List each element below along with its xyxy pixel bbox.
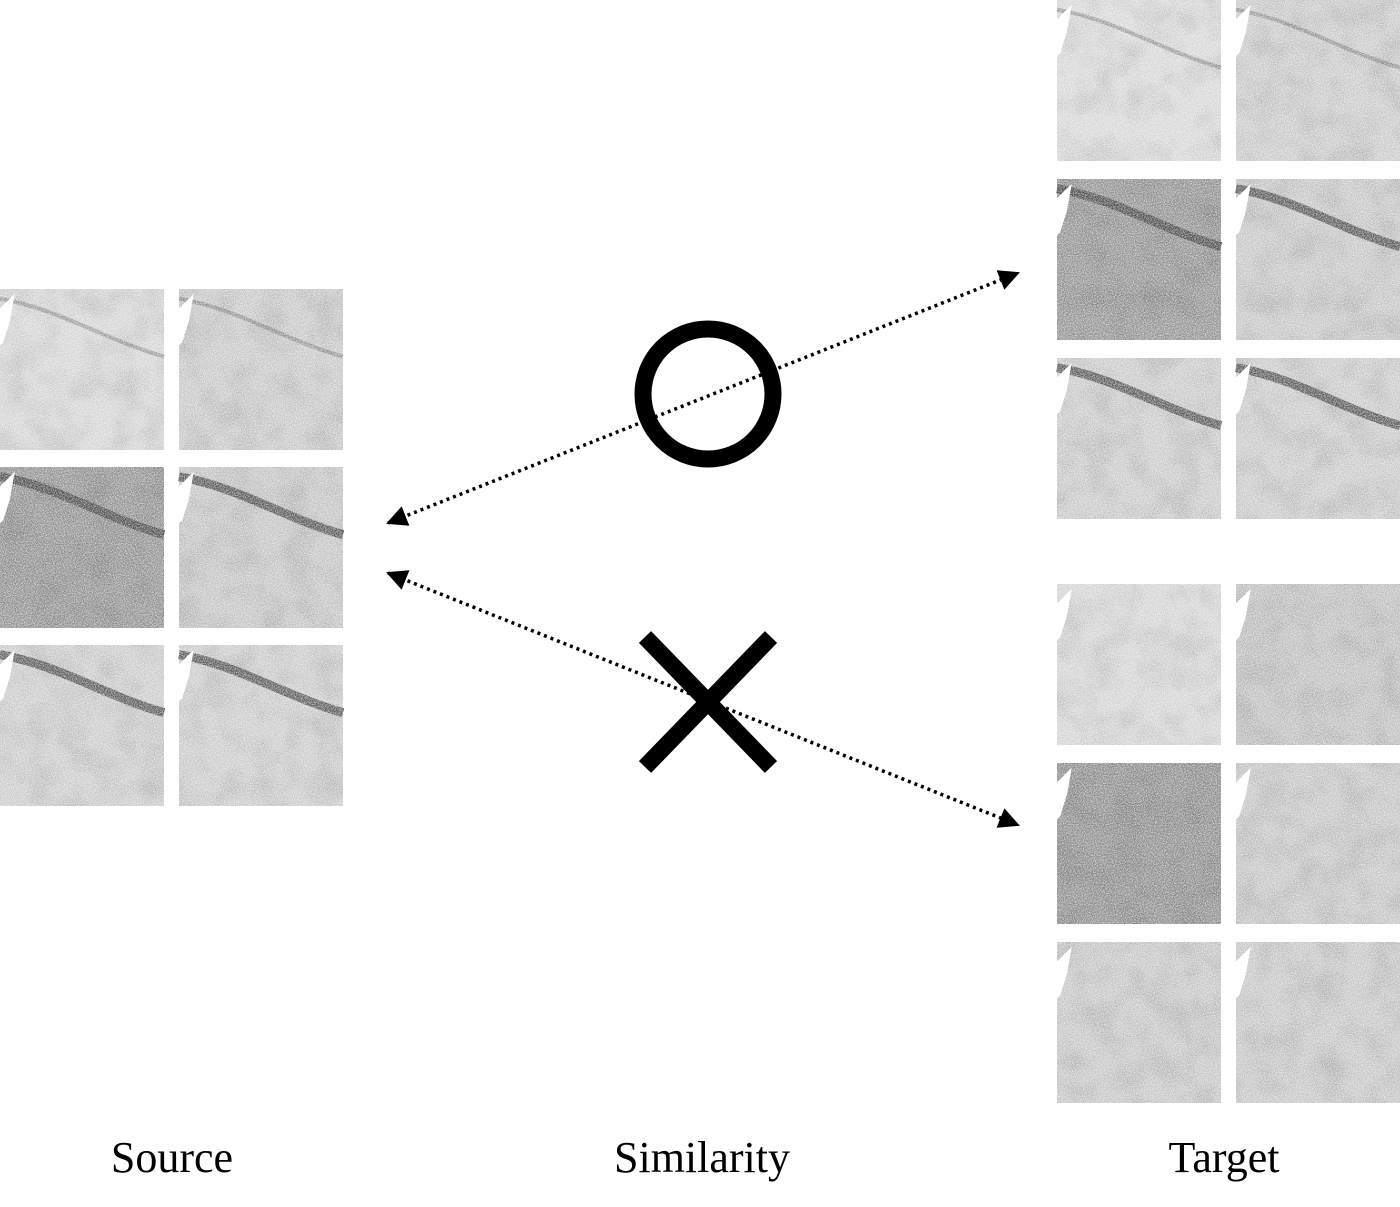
source-patch-2 xyxy=(178,289,344,450)
target-similar-patch-3 xyxy=(1056,179,1223,340)
target-similar-patch-4 xyxy=(1235,179,1400,340)
source-patch-4 xyxy=(178,467,345,628)
source-patch-grid xyxy=(0,289,345,806)
source-patch-5 xyxy=(0,645,166,806)
cross-icon xyxy=(638,631,778,773)
target-similar-patch-1 xyxy=(1056,0,1222,161)
target-dissimilar-patch-5 xyxy=(1057,942,1221,1103)
dissimilar-arrow xyxy=(386,570,1020,828)
target-dissimilar-patch-4 xyxy=(1236,763,1400,924)
target-dissimilar-patch-2 xyxy=(1236,584,1400,745)
circle-icon xyxy=(634,320,782,468)
target-dissimilar-patch-3 xyxy=(1057,763,1221,924)
source-patch-1 xyxy=(0,289,165,450)
target-similar-patch-6 xyxy=(1235,358,1400,519)
target-dissimilar-patch-1 xyxy=(1057,584,1221,745)
target-similar-patch-5 xyxy=(1056,358,1223,519)
target-dissimilar-patch-6 xyxy=(1236,942,1400,1103)
target-similar-patch-2 xyxy=(1235,0,1400,161)
similar-arrow xyxy=(386,270,1020,526)
similarity-label: Similarity xyxy=(614,1133,790,1182)
target-similar-patch-grid xyxy=(1056,0,1400,519)
source-patch-3 xyxy=(0,467,166,628)
source-label: Source xyxy=(110,1133,234,1182)
source-patch-6 xyxy=(178,645,345,806)
target-label: Target xyxy=(1168,1133,1280,1182)
target-dissimilar-patch-grid xyxy=(1057,584,1400,1103)
